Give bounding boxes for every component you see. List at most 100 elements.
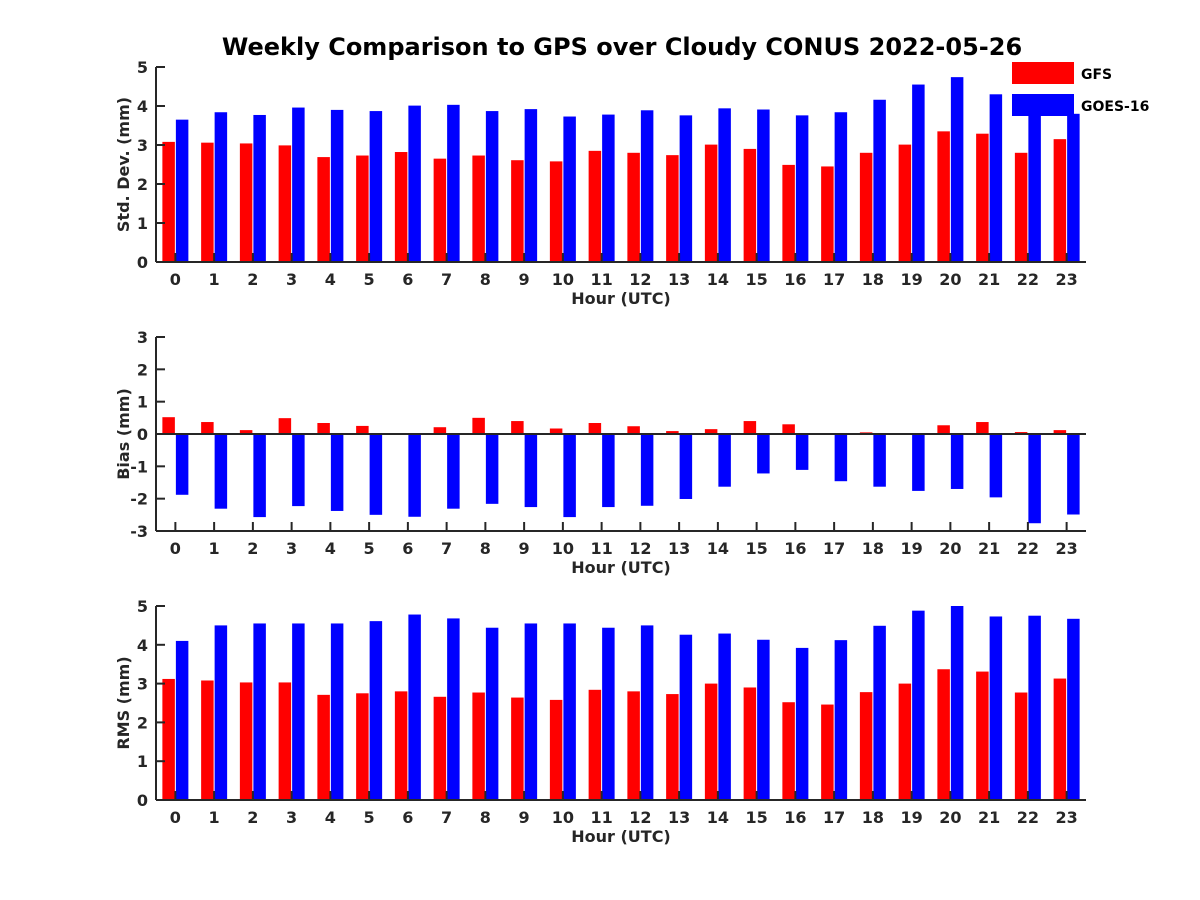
bar-gfs-15 <box>743 148 757 262</box>
bar-goes16-18 <box>873 434 886 487</box>
bar-goes16-6 <box>408 105 421 262</box>
x-tick-label: 0 <box>170 539 181 558</box>
x-axis-label: Hour (UTC) <box>571 827 671 846</box>
bar-gfs-20 <box>937 131 950 262</box>
bar-goes16-8 <box>485 627 499 800</box>
x-tick-label: 6 <box>402 539 413 558</box>
bar-gfs-0 <box>162 417 175 434</box>
y-tick-label: 5 <box>137 597 148 616</box>
bar-goes16-20 <box>950 77 964 262</box>
bar-goes16-3 <box>292 107 305 262</box>
bar-gfs-9 <box>511 160 524 262</box>
x-tick-label: 18 <box>862 808 884 827</box>
bar-gfs-0 <box>162 141 175 262</box>
x-tick-label: 4 <box>325 539 336 558</box>
bar-goes16-0 <box>175 434 189 495</box>
bar-gfs-13 <box>666 431 679 434</box>
bar-gfs-11 <box>588 423 602 434</box>
bar-gfs-17 <box>821 704 834 800</box>
x-tick-label: 5 <box>364 808 375 827</box>
bar-goes16-12 <box>640 625 654 800</box>
bar-gfs-1 <box>201 680 214 800</box>
bar-gfs-3 <box>278 145 292 262</box>
bar-gfs-7 <box>433 158 447 262</box>
x-tick-label: 18 <box>862 270 884 289</box>
bar-gfs-19 <box>898 144 912 262</box>
bar-goes16-15 <box>757 434 770 474</box>
bar-goes16-18 <box>873 625 886 800</box>
y-axis-label: Std. Dev. (mm) <box>114 97 133 232</box>
x-tick-label: 16 <box>784 270 806 289</box>
bar-gfs-2 <box>239 682 253 800</box>
x-tick-label: 3 <box>286 270 297 289</box>
bar-gfs-18 <box>859 692 873 800</box>
bar-goes16-23 <box>1067 618 1080 800</box>
bar-goes16-18 <box>873 99 886 262</box>
bar-gfs-16 <box>782 702 795 800</box>
bar-gfs-8 <box>472 417 485 434</box>
x-tick-label: 22 <box>1017 270 1039 289</box>
bar-goes16-17 <box>834 640 848 800</box>
x-tick-label: 15 <box>745 270 767 289</box>
bar-goes16-2 <box>253 114 266 262</box>
bar-gfs-6 <box>394 691 408 800</box>
bar-goes16-16 <box>795 647 809 800</box>
bar-goes16-16 <box>795 115 809 262</box>
y-tick-label: 3 <box>137 328 148 347</box>
x-tick-label: 2 <box>247 270 258 289</box>
x-tick-label: 7 <box>441 270 452 289</box>
bar-gfs-8 <box>472 155 485 262</box>
bar-goes16-0 <box>175 119 189 263</box>
bar-goes16-23 <box>1067 434 1080 515</box>
x-tick-label: 13 <box>668 270 690 289</box>
bar-goes16-7 <box>447 104 460 262</box>
x-tick-label: 23 <box>1055 270 1077 289</box>
bar-goes16-21 <box>989 616 1003 800</box>
bar-goes16-2 <box>253 434 266 518</box>
x-tick-label: 5 <box>364 539 375 558</box>
x-tick-label: 19 <box>900 270 922 289</box>
bar-gfs-12 <box>627 152 640 262</box>
x-tick-label: 21 <box>978 270 1000 289</box>
x-tick-label: 8 <box>480 808 491 827</box>
x-tick-label: 2 <box>247 539 258 558</box>
y-tick-label: -1 <box>130 457 148 476</box>
x-tick-label: 15 <box>745 808 767 827</box>
bar-goes16-10 <box>563 434 576 518</box>
bar-goes16-6 <box>408 614 421 800</box>
x-tick-label: 7 <box>441 808 452 827</box>
x-tick-label: 18 <box>862 539 884 558</box>
bar-gfs-21 <box>976 671 989 800</box>
bar-gfs-20 <box>937 669 950 800</box>
bar-goes16-22 <box>1028 434 1041 524</box>
x-tick-label: 8 <box>480 270 491 289</box>
bar-gfs-15 <box>743 421 757 434</box>
x-tick-label: 7 <box>441 539 452 558</box>
x-axis-label: Hour (UTC) <box>571 558 671 577</box>
bar-gfs-4 <box>317 157 330 262</box>
y-tick-label: 2 <box>137 360 148 379</box>
bar-gfs-3 <box>278 682 292 800</box>
bar-gfs-2 <box>239 430 253 434</box>
y-tick-label: 0 <box>137 425 148 444</box>
y-tick-label: 1 <box>137 393 148 412</box>
bar-goes16-17 <box>834 434 848 482</box>
bar-gfs-23 <box>1053 139 1067 262</box>
bar-goes16-3 <box>292 623 305 800</box>
x-tick-label: 3 <box>286 808 297 827</box>
bar-gfs-10 <box>549 161 563 262</box>
x-tick-label: 23 <box>1055 539 1077 558</box>
bar-goes16-16 <box>795 434 809 470</box>
bar-goes16-20 <box>950 606 964 800</box>
bar-goes16-14 <box>718 633 731 800</box>
bar-goes16-1 <box>214 112 228 263</box>
x-tick-label: 11 <box>590 808 612 827</box>
bar-gfs-8 <box>472 692 485 800</box>
bar-goes16-9 <box>524 109 538 263</box>
bar-goes16-11 <box>602 114 615 262</box>
y-tick-label: 5 <box>137 58 148 77</box>
bar-goes16-21 <box>989 94 1003 262</box>
bar-goes16-0 <box>175 640 189 800</box>
